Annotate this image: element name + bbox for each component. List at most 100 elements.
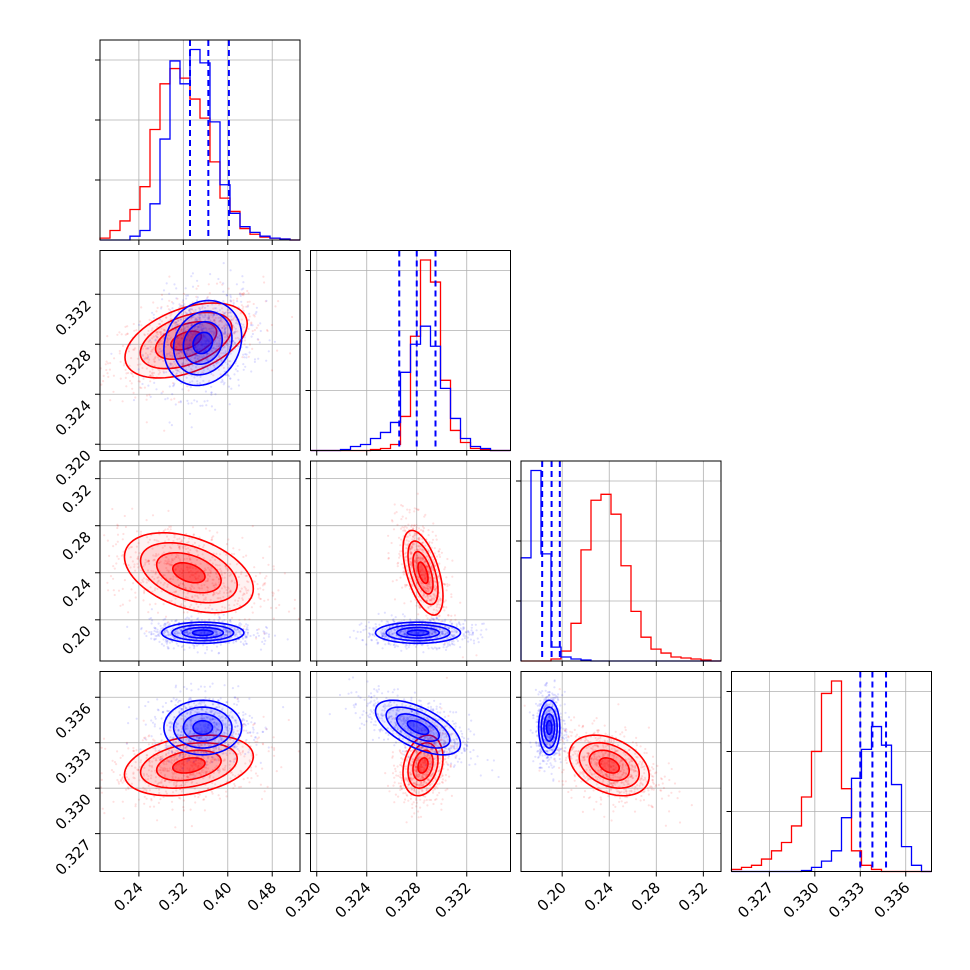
pair-1-3-xlabel-2: 0.328 (381, 879, 424, 922)
hist3-xlabel-2: 0.333 (825, 879, 868, 922)
pair-0-3-ylabel-0: 0.327 (52, 836, 95, 879)
pair-2-3-red-contour-0 (568, 734, 651, 797)
pair-1-3-blue-contour-2 (395, 713, 441, 742)
pair-0-3-red-contour-0 (123, 734, 255, 797)
pair-1-3-red-fill-0 (403, 735, 443, 796)
pair-0-2-red-fill-0 (124, 532, 254, 613)
pair-0-1-red-fill-0 (125, 303, 248, 378)
pair-1-2-blue-fill-2 (396, 627, 440, 639)
pair-1-3-red-contour-1 (407, 741, 439, 789)
pair-0-1-ylabel-0: 0.320 (52, 446, 95, 489)
scatter-panel-0-1: 0.320 0.324 0.328 0.332 (52, 250, 301, 489)
scatter-panel-1-2 (305, 460, 511, 666)
pair-0-1-ylabel-1: 0.324 (52, 396, 95, 439)
pair-0-3-ylabel-3: 0.336 (52, 699, 95, 742)
pair-1-2-blue-contour-2 (395, 626, 441, 639)
pair-0-1-blue-contour-2 (182, 320, 224, 366)
hist3-red-steps (730, 680, 932, 873)
pair-2-3-red-contour-2 (588, 749, 631, 782)
pair-0-3-xlabel-2: 0.40 (199, 879, 235, 915)
pair-2-3-red-fill-0 (569, 735, 650, 796)
pair-1-3-xlabel-1: 0.324 (331, 879, 374, 922)
pair-0-1-red-contour-0 (124, 302, 249, 379)
pair-0-1-blue-points (110, 262, 276, 429)
pair-0-2-red-fill-1 (140, 542, 238, 603)
pair-2-3-blue-contour-1 (540, 706, 558, 749)
pair-0-1-red-fill-1 (140, 312, 232, 369)
scatter-panel-0-2: 0.200.240.280.32 (58, 460, 301, 666)
pair-1-2-blue-contour-3 (406, 629, 430, 637)
pair-0-1-blue-fill-2 (183, 321, 223, 365)
pair-0-3-blue-contour-1 (172, 706, 233, 749)
hist3-blue-steps (731, 725, 932, 873)
pair-0-2-red-contour-0 (123, 531, 255, 614)
pair-2-3-xlabel-2: 0.28 (628, 879, 664, 915)
pair-2-3-frame (520, 671, 722, 872)
scatter-panel-2-3: 0.20 0.24 0.28 0.32 (516, 671, 722, 915)
histogram-panel-2 (516, 460, 722, 666)
pair-1-3-red-contour-0 (402, 734, 444, 797)
pair-2-3-xlabel-1: 0.24 (581, 879, 617, 915)
pair-0-2-blue-contour-1 (171, 624, 235, 642)
hist1-blue-steps (310, 325, 511, 452)
pair-0-2-red-contour-1 (139, 541, 239, 604)
pair-1-2-red-fill-2 (413, 551, 433, 594)
pair-2-3-red-fill-3 (599, 757, 620, 774)
hist2-frame (520, 460, 722, 662)
pair-0-2-blue-contour-3 (191, 629, 214, 637)
pair-0-2-red-contour-2 (155, 551, 222, 594)
pair-0-3-red-contour-3 (171, 757, 206, 774)
pair-0-1-ylabel-3: 0.332 (52, 296, 95, 339)
pair-1-3-blue-fill-0 (375, 700, 461, 755)
pair-1-2-red-contour-1 (407, 540, 439, 606)
hist0-blue-steps (100, 48, 300, 241)
pair-0-3-xlabel-3: 0.48 (244, 879, 280, 915)
pair-0-1-blue-fill-3 (193, 332, 213, 354)
pair-1-3-blue-contour-0 (374, 699, 462, 756)
pair-0-2-ylabel-0: 0.20 (58, 622, 94, 658)
pair-1-3-red-contour-3 (417, 757, 429, 774)
pair-0-2-ylabel-1: 0.24 (58, 575, 94, 611)
hist3-xlabel-1: 0.330 (780, 879, 823, 922)
hist3-xlabel-0: 0.327 (734, 879, 777, 922)
pair-2-3-blue-contour-3 (545, 719, 553, 736)
pair-1-2-blue-fill-3 (407, 630, 429, 636)
pair-1-3-xlabel-3: 0.332 (431, 879, 474, 922)
pair-0-2-frame (99, 460, 301, 662)
pair-0-2-red-contour-3 (171, 561, 206, 584)
pair-2-3-blue-fill-2 (543, 713, 555, 742)
pair-1-3-blue-contour-3 (406, 719, 430, 736)
pair-0-2-blue-fill-2 (182, 627, 224, 639)
pair-1-3-xlabel-0: 0.320 (281, 879, 324, 922)
pair-0-1-blue-contour-0 (163, 299, 243, 387)
pair-0-3-red-fill-2 (156, 750, 222, 781)
pair-1-2-red-fill-1 (408, 541, 438, 605)
pair-0-3-red-fill-3 (172, 757, 205, 774)
histogram-panel-3: 0.327 0.330 0.333 0.336 (726, 671, 932, 922)
pair-0-3-xlabel-1: 0.32 (155, 879, 191, 915)
histogram-panel-1 (305, 250, 511, 456)
hist1-frame (310, 250, 511, 451)
pair-0-3-frame (99, 671, 301, 872)
pair-1-3-blue-contour-1 (385, 706, 451, 749)
pair-1-2-blue-contour-1 (385, 624, 451, 642)
pair-0-2-blue-contour-2 (181, 626, 225, 639)
pair-0-3-red-contour-1 (139, 741, 239, 789)
hist0-frame (99, 39, 301, 241)
hist3-xlabel-3: 0.336 (870, 879, 913, 922)
pair-0-3-blue-contour-2 (182, 713, 224, 743)
pair-2-3-red-contour-3 (598, 757, 621, 774)
histogram-panel-0 (95, 39, 301, 245)
pair-0-1-frame (99, 250, 301, 451)
hist2-red-steps (521, 493, 721, 662)
scatter-panel-1-3: 0.320 0.324 0.328 0.332 (281, 671, 511, 922)
pair-0-3-blue-fill-3 (193, 720, 213, 735)
pair-0-1-blue-contour-3 (192, 331, 214, 355)
pair-1-3-blue-fill-3 (407, 720, 429, 735)
pair-1-2-red-contour-2 (412, 550, 434, 595)
pair-1-2-red-contour-3 (417, 561, 429, 585)
pair-0-3-red-contour-2 (155, 749, 222, 782)
pair-2-3-xlabel-0: 0.20 (534, 879, 570, 915)
